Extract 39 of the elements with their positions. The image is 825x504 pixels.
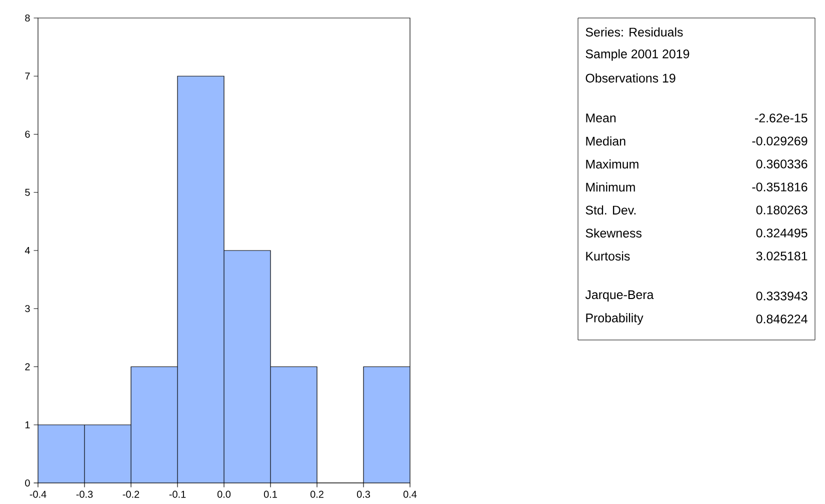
- text: Series: Residuals: [586, 27, 683, 37]
- text: 0.846224: [756, 314, 808, 324]
- text: -2.62e-15: [755, 114, 808, 122]
- text: Minimum: [586, 182, 635, 192]
- y-tick-label: 4: [24, 247, 30, 254]
- x-tick-label: -0.3: [76, 490, 93, 498]
- text: Maximum: [586, 159, 638, 169]
- y-tick-label: 3: [25, 305, 30, 312]
- text: Jarque-Bera: [585, 290, 654, 302]
- y-tick-label: 8: [25, 14, 30, 22]
- x-tick-label: 0.1: [264, 490, 277, 498]
- text: Kurtosis: [586, 251, 630, 261]
- text: Observations 19: [586, 73, 676, 83]
- text: Mean: [586, 114, 616, 122]
- y-tick-label: 0: [25, 479, 30, 487]
- x-tick-label: -0.2: [122, 490, 140, 498]
- y-tick-label: 6: [25, 130, 30, 138]
- text: 0.333943: [756, 292, 808, 300]
- text: 0.324495: [756, 228, 808, 238]
- text: 3.025181: [756, 252, 808, 260]
- y-tick-label: 1: [25, 421, 30, 428]
- text: 0.180263: [756, 206, 808, 214]
- x-tick-label: -0.1: [169, 490, 186, 498]
- x-tick-label: 0.4: [403, 490, 417, 498]
- text: -0.351816: [752, 182, 808, 192]
- x-tick-label: -0.4: [30, 490, 46, 498]
- x-tick-label: 0.3: [356, 490, 370, 498]
- x-tick-label: 0.0: [217, 490, 231, 498]
- text: Probability: [586, 313, 644, 325]
- y-tick-label: 7: [25, 72, 30, 80]
- y-tick-label: 2: [25, 363, 30, 370]
- text: Sample 2001 2019: [586, 49, 690, 61]
- y-tick-label: 5: [25, 188, 30, 196]
- text: Skewness: [586, 228, 642, 238]
- text: 0.360336: [756, 160, 808, 168]
- x-tick-label: 0.2: [310, 490, 324, 498]
- text: -0.029269: [752, 136, 808, 146]
- text: Std. Dev.: [586, 205, 636, 215]
- text: Median: [586, 136, 626, 146]
